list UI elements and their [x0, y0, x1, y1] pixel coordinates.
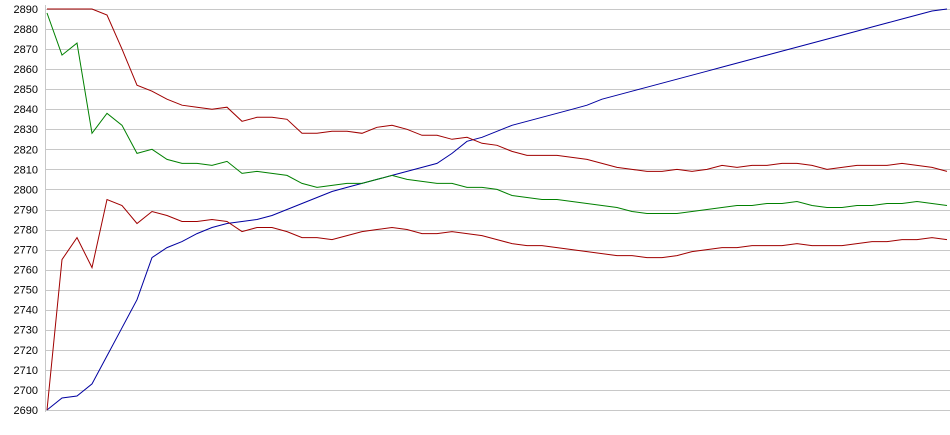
y-tick-label: 2700 — [14, 385, 38, 397]
y-tick-label: 2690 — [14, 405, 38, 417]
y-tick-label: 2790 — [14, 204, 38, 216]
line-series — [46, 198, 948, 411]
y-tick-label: 2860 — [14, 64, 38, 76]
y-tick-label: 2810 — [14, 164, 38, 176]
y-tick-label: 2770 — [14, 245, 38, 257]
y-tick-label: 2730 — [14, 325, 38, 337]
y-tick-label: 2880 — [14, 24, 38, 36]
y-tick-label: 2720 — [14, 345, 38, 357]
y-tick-label: 2800 — [14, 184, 38, 196]
y-tick-label: 2890 — [14, 4, 38, 16]
y-tick-label: 2750 — [14, 285, 38, 297]
line-series — [46, 8, 948, 411]
y-tick-label: 2710 — [14, 365, 38, 377]
y-tick-label: 2850 — [14, 84, 38, 96]
line-series — [46, 12, 948, 214]
y-tick-label: 2840 — [14, 104, 38, 116]
y-tick-label: 2870 — [14, 44, 38, 56]
y-tick-label: 2780 — [14, 224, 38, 236]
y-tick-label: 2740 — [14, 305, 38, 317]
y-tick-label: 2820 — [14, 144, 38, 156]
y-tick-label: 2830 — [14, 124, 38, 136]
line-series — [47, 8, 948, 172]
y-tick-label: 2760 — [14, 265, 38, 277]
